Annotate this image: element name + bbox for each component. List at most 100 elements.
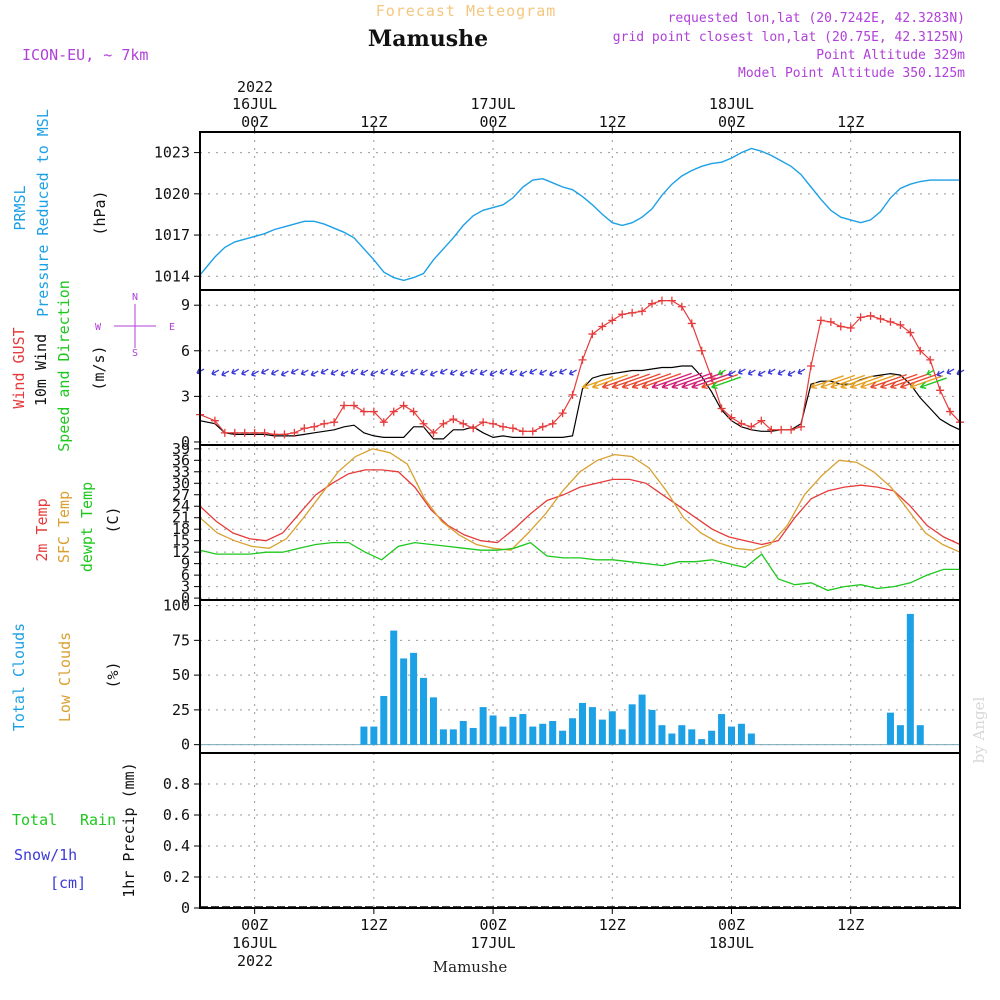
wind-direction-arrow: [310, 370, 319, 377]
wind-gust-marker: [667, 296, 676, 305]
clouds-low-label: Low Clouds: [56, 632, 74, 722]
wind-gust-marker: [846, 323, 855, 332]
cloud-bar: [886, 712, 894, 745]
wind-gust-marker: [826, 317, 835, 326]
precip-cm-label: [cm]: [50, 874, 86, 892]
wind-direction-arrow: [840, 375, 874, 389]
clouds-panel: 0 25 50 75 100: [163, 597, 961, 754]
wind-gust-line: [199, 300, 961, 435]
temp-sfc-label: SFC Temp: [55, 491, 73, 563]
bottom-hour-label: 00Z: [480, 916, 507, 934]
wind-direction-arrow: [747, 369, 756, 376]
wind-gust-marker: [340, 401, 349, 410]
chart-subtitle: Forecast Meteogram: [376, 2, 557, 20]
wind-gust-marker: [280, 430, 289, 439]
temp-dew-label: dewpt Temp: [78, 482, 96, 572]
cloud-bar: [588, 707, 596, 745]
temperature-frame: [199, 444, 961, 601]
wind-direction-arrow: [601, 373, 640, 389]
wind-direction-arrow: [290, 368, 299, 375]
wind-direction-arrow: [539, 369, 548, 376]
wind-gust-marker: [479, 418, 488, 427]
time-axis: 00Z00Z16JUL16JUL12Z12Z00Z00Z17JUL17JUL12…: [232, 95, 864, 952]
wind-gust-marker: [608, 316, 617, 325]
cloud-bar: [668, 733, 676, 745]
wind-direction-arrow: [568, 369, 577, 376]
cloud-bar: [578, 702, 586, 745]
cloud-bar: [499, 726, 507, 745]
wind-gust-marker: [349, 401, 358, 410]
wind-direction-arrow: [459, 370, 468, 377]
cloud-bar: [380, 695, 388, 745]
point-altitude: Point Altitude 329m: [816, 48, 965, 63]
wind-gust-marker: [588, 330, 597, 339]
cloud-bar: [390, 630, 398, 745]
wind-direction-arrow: [787, 370, 796, 377]
wind-direction-arrow: [559, 368, 567, 375]
wind-gust-marker: [290, 428, 299, 437]
wind-gust-marker: [906, 328, 915, 337]
compass-s: S: [132, 348, 138, 359]
wind-direction-arrow: [926, 369, 935, 376]
cloud-bar: [439, 729, 447, 745]
wind-direction-arrow: [370, 370, 379, 377]
wind-gust-marker: [459, 419, 468, 428]
compass-rose: N S E W: [95, 292, 175, 359]
wind-gust-marker: [210, 416, 219, 425]
cloud-bar: [598, 719, 606, 745]
wind-gust-marker: [330, 418, 339, 427]
cloud-bar: [400, 658, 408, 745]
wind-gust-marker: [300, 424, 309, 433]
precip-ytick-label: 0.2: [163, 868, 190, 886]
wind-direction-arrow: [919, 377, 947, 389]
bottom-date-label: 17JUL: [470, 934, 515, 952]
wind-gust-marker: [320, 419, 329, 428]
wind-gust-marker: [747, 422, 756, 431]
wind-direction-arrow: [280, 370, 289, 377]
wind-10m-label: 10m Wind: [32, 334, 50, 406]
wind-direction-arrow: [231, 368, 240, 375]
clouds-ytick-label: 0: [181, 736, 190, 754]
wind-ytick-label: 9: [181, 296, 190, 314]
wind-gust-marker: [548, 419, 557, 428]
wind-direction-arrow: [591, 374, 629, 389]
wind-gust-marker: [737, 419, 746, 428]
wind-direction-arrow: [737, 368, 746, 375]
temperature-ytick-label: 15: [172, 532, 190, 550]
cloud-bar: [569, 718, 577, 745]
bottom-hour-label: 00Z: [718, 916, 745, 934]
temperature-ytick-label: 6: [181, 566, 190, 584]
wind-gust-marker: [946, 407, 955, 416]
wind-direction-arrow: [909, 375, 944, 389]
precip-frame: [199, 752, 961, 909]
wind-gust-marker: [717, 404, 726, 413]
wind-ytick-label: 3: [181, 387, 190, 405]
wind-direction-arrow: [419, 369, 428, 376]
plot-area: 1014101710201023036903691215182124273033…: [154, 131, 965, 917]
wind-gust-marker: [836, 322, 845, 331]
wind-direction-arrow: [340, 370, 349, 377]
bottom-date-label: 18JUL: [709, 934, 754, 952]
wind-direction-arrow: [499, 368, 508, 375]
temperature-ytick-label: 39: [172, 440, 190, 458]
cloud-bar: [479, 707, 487, 745]
cloud-bar: [618, 729, 626, 745]
cloud-bar: [648, 709, 656, 745]
wind-direction-arrow: [870, 373, 907, 389]
wind-gust-marker: [399, 401, 408, 410]
wind-direction-arrow: [701, 373, 739, 389]
wind-gust-marker: [767, 425, 776, 434]
wind-gust-marker: [876, 314, 885, 323]
precip-side-labels: Total Rain Snow/1h [cm] 1hr Precip (mm): [12, 762, 138, 897]
wind-gust-marker: [806, 361, 815, 370]
wind-gust-marker: [310, 422, 319, 431]
top-year-label: 2022: [237, 78, 273, 96]
wind-direction-arrow: [479, 369, 488, 376]
temperature-ytick-label: 36: [172, 451, 190, 469]
wind-direction-arrow: [400, 370, 408, 377]
wind-direction-arrow: [850, 375, 884, 389]
wind-gust-marker: [657, 296, 666, 305]
pressure-label-prmsl: PRMSL: [11, 185, 29, 230]
